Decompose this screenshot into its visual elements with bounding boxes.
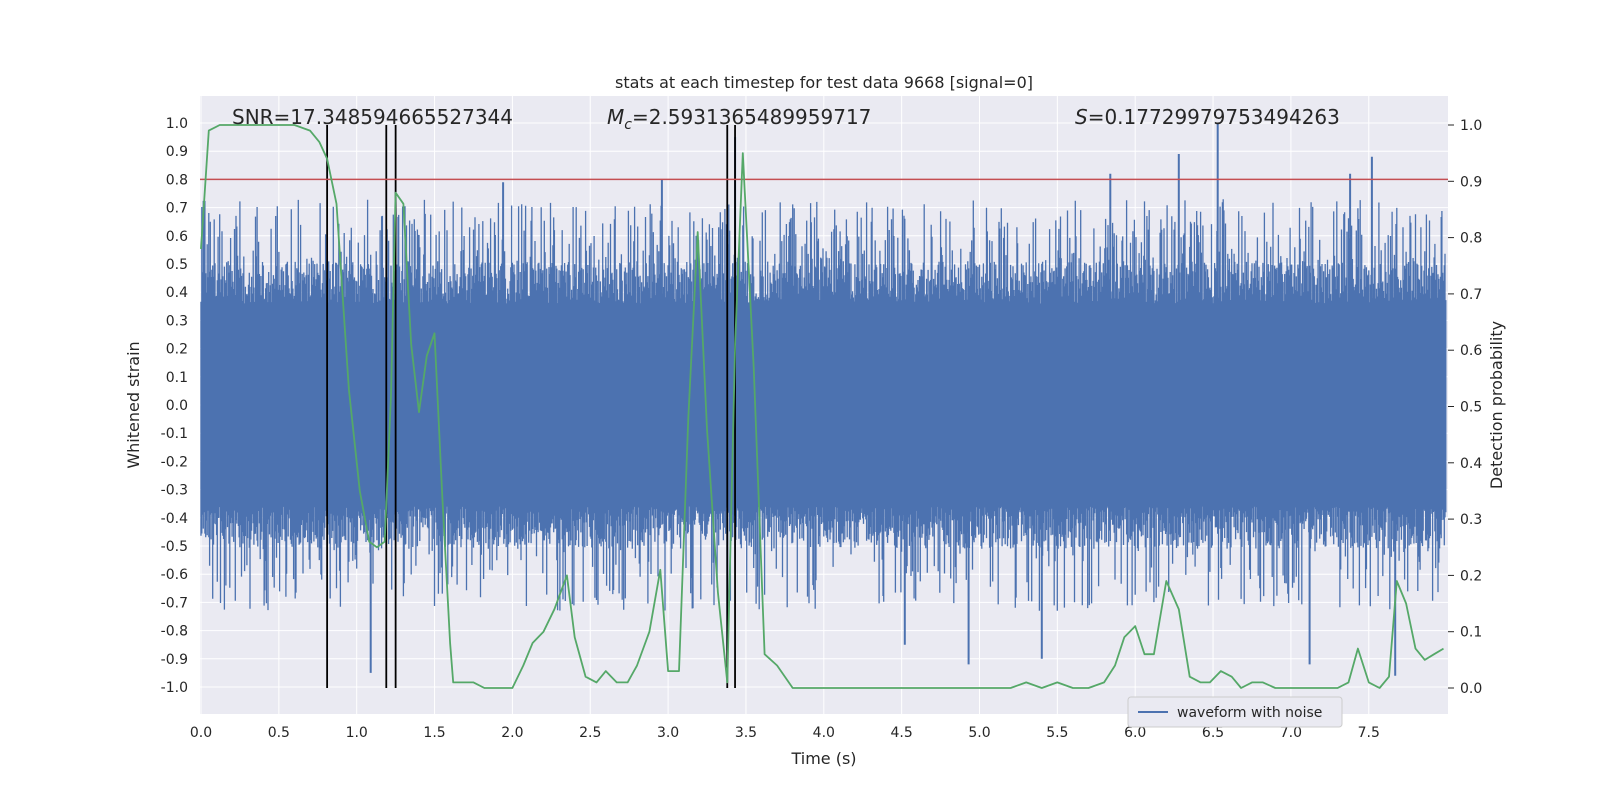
- y-left-tick-label: 1.0: [166, 116, 188, 132]
- probability-series-line: [200, 124, 1444, 689]
- y-right-tick-label: 0.2: [1460, 568, 1482, 584]
- x-tick-label: 4.0: [813, 725, 835, 741]
- x-tick-label: 2.5: [579, 725, 601, 741]
- y-left-tick-label: -0.2: [161, 454, 188, 470]
- y-left-axis-ticks: 1.0 0.9 0.8 0.7 0.6 0.5 0.4 0.3 0.2 0.1 0.0 -0.1 -0.…: [161, 116, 188, 696]
- y-left-tick-label: -0.1: [161, 426, 188, 442]
- y-left-tick-label: 0.1: [166, 370, 188, 386]
- y-right-tick-label: 0.8: [1460, 231, 1482, 247]
- legend: waveform with noise: [1127, 696, 1343, 728]
- s-value: =0.17729979753494263: [1088, 105, 1340, 129]
- mc-subscript: c: [624, 117, 632, 133]
- y-left-tick-label: -0.5: [161, 539, 188, 555]
- legend-box: [1127, 696, 1343, 728]
- legend-label: waveform with noise: [1177, 705, 1322, 721]
- mc-symbol: M: [607, 105, 624, 129]
- x-tick-label: 5.0: [968, 725, 990, 741]
- chirp-mass-annotation: Mc=2.5931365489959717: [607, 105, 871, 133]
- y-left-tick-label: -0.7: [161, 595, 188, 611]
- x-tick-label: 1.5: [423, 725, 445, 741]
- y-left-tick-label: 0.3: [166, 313, 188, 329]
- y-left-tick-label: -0.6: [161, 567, 188, 583]
- x-tick-label: 1.0: [346, 725, 368, 741]
- y-left-tick-label: 0.4: [166, 285, 188, 301]
- y-right-tick-label: 0.3: [1460, 512, 1482, 528]
- y-right-tick-label: 0.5: [1460, 400, 1482, 416]
- y-right-axis-ticks: 1.0 0.9 0.8 0.7 0.6 0.5 0.4 0.3 0.2 0.1 0.0: [1448, 118, 1482, 697]
- s-annotation: S=0.17729979753494263: [1075, 105, 1340, 129]
- y-left-tick-label: -0.9: [161, 652, 188, 668]
- s-symbol: S: [1075, 105, 1088, 129]
- x-axis-ticks: 0.0 0.5 1.0 1.5 2.0 2.5 3.0 3.5 4.0 4.5 5.0 5.5 6.0 6…: [190, 725, 1380, 741]
- x-tick-label: 3.5: [735, 725, 757, 741]
- chart-title: stats at each timestep for test data 966…: [615, 73, 1033, 92]
- y-left-tick-label: 0.8: [166, 172, 188, 188]
- y-left-axis-label: Whitened strain: [124, 341, 143, 468]
- y-left-tick-label: 0.5: [166, 257, 188, 273]
- snr-annotation: SNR=17.348594665527344: [232, 105, 513, 129]
- x-tick-label: 7.0: [1280, 725, 1302, 741]
- y-right-tick-label: 0.1: [1460, 625, 1482, 641]
- x-tick-label: 6.0: [1124, 725, 1146, 741]
- y-left-tick-label: 0.9: [166, 144, 188, 160]
- y-left-tick-label: 0.6: [166, 229, 188, 245]
- waveform-series: [200, 123, 1447, 676]
- y-left-tick-label: -1.0: [161, 680, 188, 696]
- x-axis-label: Time (s): [790, 749, 856, 768]
- y-left-tick-label: -0.3: [161, 483, 188, 499]
- y-right-tick-label: 0.7: [1460, 287, 1482, 303]
- x-tick-label: 0.0: [190, 725, 212, 741]
- mc-value: =2.5931365489959717: [632, 105, 871, 129]
- y-left-tick-label: 0.0: [166, 398, 188, 414]
- y-left-tick-label: -0.8: [161, 624, 188, 640]
- x-tick-label: 5.5: [1046, 725, 1068, 741]
- y-left-tick-label: -0.4: [161, 511, 188, 527]
- x-tick-label: 2.0: [501, 725, 523, 741]
- x-tick-label: 6.5: [1202, 725, 1224, 741]
- y-right-tick-label: 0.0: [1460, 681, 1482, 697]
- x-tick-label: 0.5: [268, 725, 290, 741]
- y-left-tick-label: 0.2: [166, 342, 188, 358]
- y-right-tick-label: 0.6: [1460, 343, 1482, 359]
- y-right-axis-label: Detection probability: [1487, 321, 1506, 489]
- y-right-tick-label: 0.4: [1460, 456, 1482, 472]
- x-tick-label: 4.5: [891, 725, 913, 741]
- y-right-tick-label: 1.0: [1460, 118, 1482, 134]
- x-tick-label: 7.5: [1358, 725, 1380, 741]
- y-left-tick-label: 0.7: [166, 201, 188, 217]
- y-right-tick-label: 0.9: [1460, 174, 1482, 190]
- x-tick-label: 3.0: [657, 725, 679, 741]
